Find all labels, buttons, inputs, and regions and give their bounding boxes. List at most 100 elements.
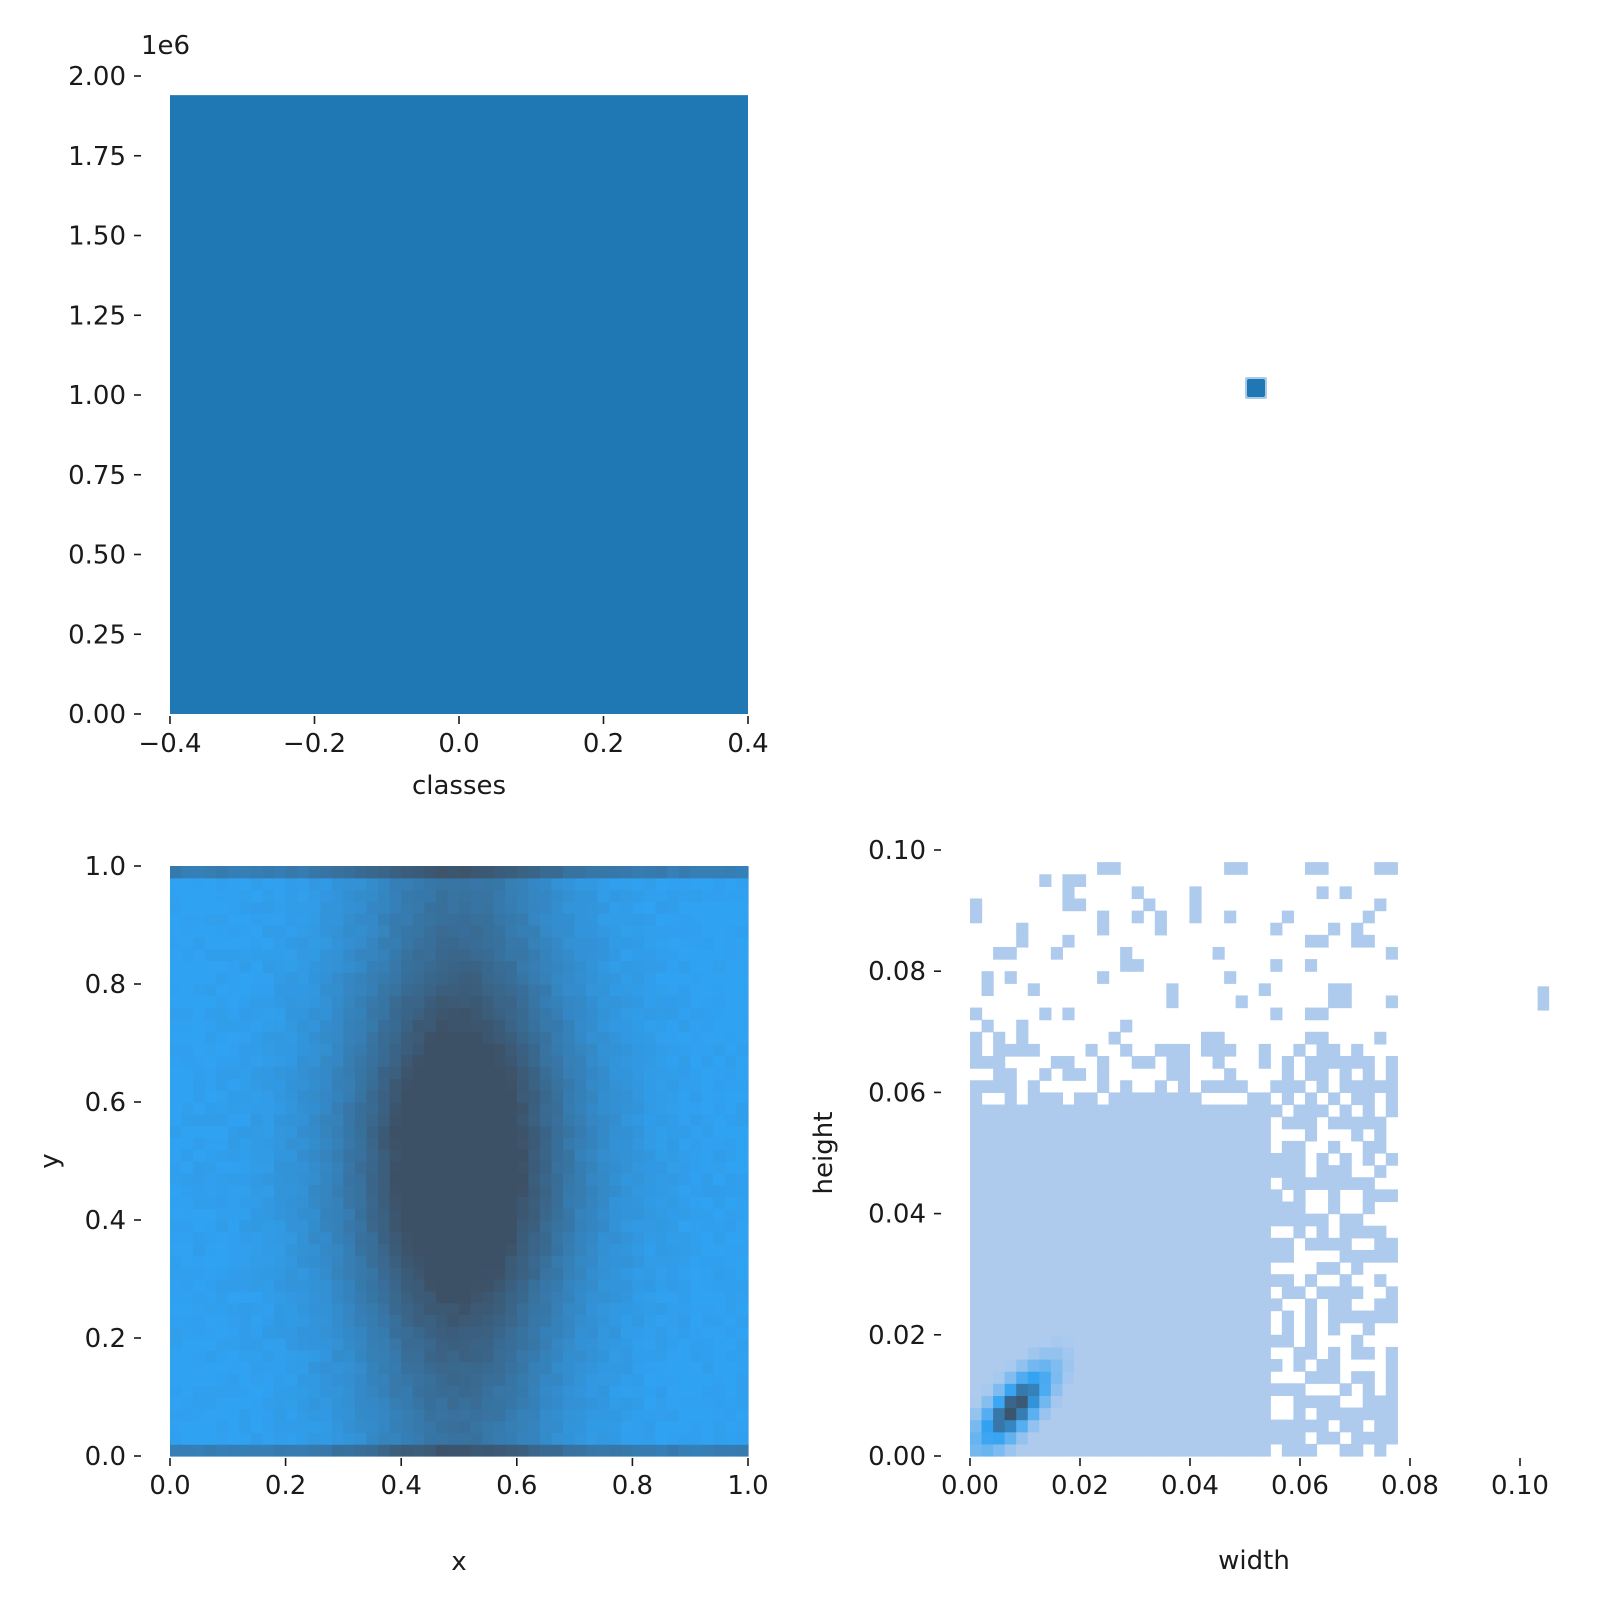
joint-cell bbox=[1247, 379, 1265, 397]
heatmap-cell bbox=[609, 1444, 622, 1457]
heatmap-cell bbox=[1258, 1346, 1271, 1360]
heatmap-cell bbox=[643, 1031, 657, 1044]
heatmap-cell bbox=[204, 913, 217, 926]
heatmap-cell bbox=[690, 1243, 703, 1256]
heatmap-cell bbox=[1027, 1225, 1040, 1239]
heatmap-cell bbox=[1120, 1249, 1133, 1263]
heatmap-cell bbox=[401, 1361, 414, 1374]
heatmap-cell bbox=[505, 1267, 518, 1280]
heatmap-cell bbox=[274, 936, 287, 950]
heatmap-cell bbox=[493, 1054, 506, 1068]
heatmap-cell bbox=[250, 1420, 264, 1433]
y-axis-tick-label: 0.10 bbox=[868, 836, 926, 866]
heatmap-cell bbox=[667, 1054, 680, 1068]
heatmap-cell bbox=[667, 1172, 680, 1186]
heatmap-cell bbox=[401, 1279, 414, 1292]
heatmap-cell bbox=[701, 960, 714, 973]
heatmap-cell bbox=[701, 1432, 714, 1445]
heatmap-cell bbox=[551, 1078, 564, 1091]
heatmap-cell bbox=[482, 1172, 495, 1186]
heatmap-cell bbox=[981, 1128, 994, 1142]
heatmap-cell bbox=[1201, 1274, 1214, 1287]
heatmap-cell bbox=[993, 1201, 1006, 1215]
heatmap-cell bbox=[204, 1208, 217, 1221]
heatmap-cell bbox=[1108, 1371, 1121, 1384]
y-axis-tick-label: 0.2 bbox=[85, 1324, 126, 1354]
heatmap-cell bbox=[539, 1113, 553, 1127]
heatmap-cell bbox=[1212, 1310, 1225, 1324]
heatmap-cell bbox=[447, 1184, 460, 1197]
heatmap-cell bbox=[1189, 1298, 1202, 1312]
heatmap-cell bbox=[389, 1172, 402, 1186]
heatmap-cell bbox=[981, 1213, 994, 1227]
heatmap-cell bbox=[1374, 1031, 1387, 1045]
heatmap-cell bbox=[609, 1385, 622, 1398]
heatmap-cell bbox=[667, 948, 680, 961]
heatmap-cell bbox=[1131, 1116, 1144, 1130]
heatmap-cell bbox=[1062, 1201, 1075, 1215]
heatmap-cell bbox=[678, 1102, 691, 1115]
heatmap-cell bbox=[516, 1172, 529, 1186]
heatmap-cell bbox=[643, 1302, 657, 1315]
heatmap-cell bbox=[308, 1420, 321, 1433]
heatmap-cell bbox=[528, 936, 541, 950]
heatmap-cell bbox=[574, 1161, 587, 1174]
heatmap-cell bbox=[389, 889, 402, 902]
heatmap-cell bbox=[620, 1172, 633, 1186]
heatmap-cell bbox=[354, 889, 368, 902]
heatmap-cell bbox=[1374, 862, 1387, 875]
heatmap-cell bbox=[1085, 1213, 1098, 1227]
heatmap-cell bbox=[1016, 1237, 1029, 1251]
heatmap-cell bbox=[539, 1125, 553, 1138]
heatmap-cell bbox=[551, 984, 564, 997]
heatmap-cell bbox=[1385, 1056, 1398, 1069]
heatmap-cell bbox=[643, 1220, 657, 1233]
heatmap-cell bbox=[343, 1432, 356, 1445]
heatmap-cell bbox=[620, 901, 633, 914]
heatmap-cell bbox=[1120, 1019, 1133, 1033]
heatmap-cell bbox=[1316, 1177, 1329, 1190]
heatmap-cell bbox=[1143, 1359, 1156, 1372]
heatmap-cell bbox=[424, 1444, 437, 1457]
heatmap-cell bbox=[274, 1125, 287, 1138]
heatmap-cell bbox=[204, 1231, 217, 1245]
heatmap-cell bbox=[227, 1078, 240, 1091]
heatmap-cell bbox=[597, 1102, 610, 1115]
heatmap-cell bbox=[505, 1031, 518, 1044]
heatmap-cell bbox=[297, 984, 310, 997]
heatmap-cell bbox=[551, 1007, 564, 1020]
heatmap-cell bbox=[274, 1149, 287, 1162]
heatmap-cell bbox=[239, 1314, 252, 1327]
heatmap-cell bbox=[285, 1220, 298, 1233]
heatmap-cell bbox=[1027, 1080, 1040, 1093]
heatmap-cell bbox=[1166, 1359, 1179, 1372]
heatmap-cell bbox=[482, 866, 495, 879]
heatmap-cell bbox=[701, 1290, 714, 1304]
heatmap-cell bbox=[505, 925, 518, 938]
heatmap-cell bbox=[250, 1302, 264, 1315]
heatmap-cell bbox=[1073, 1092, 1087, 1106]
heatmap-cell bbox=[516, 1196, 529, 1209]
heatmap-cell bbox=[736, 901, 749, 914]
heatmap-cell bbox=[193, 1007, 206, 1020]
heatmap-cell bbox=[981, 1371, 994, 1384]
heatmap-cell bbox=[412, 1290, 425, 1304]
heatmap-cell bbox=[574, 948, 587, 961]
heatmap-cell bbox=[1154, 1201, 1167, 1215]
heatmap-cell bbox=[609, 1420, 622, 1433]
heatmap-cell bbox=[1154, 1395, 1167, 1409]
heatmap-cell bbox=[1154, 1225, 1167, 1239]
heatmap-cell bbox=[690, 1090, 703, 1103]
heatmap-cell bbox=[1154, 1298, 1167, 1312]
heatmap-cell bbox=[412, 1432, 425, 1445]
heatmap-cell bbox=[724, 1302, 738, 1315]
heatmap-cell bbox=[1293, 1213, 1306, 1227]
heatmap-cell bbox=[331, 1420, 344, 1433]
heatmap-cell bbox=[1258, 1334, 1271, 1348]
heatmap-cell bbox=[655, 1054, 668, 1068]
heatmap-cell bbox=[331, 1184, 344, 1197]
heatmap-cell bbox=[1201, 1237, 1214, 1251]
heatmap-cell bbox=[204, 984, 217, 997]
heatmap-cell bbox=[470, 1420, 483, 1433]
heatmap-cell bbox=[678, 1267, 691, 1280]
